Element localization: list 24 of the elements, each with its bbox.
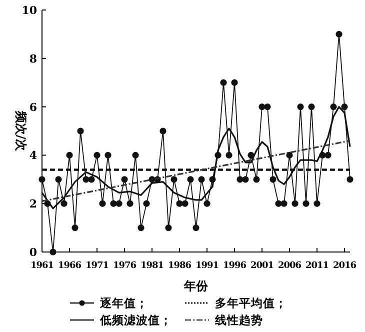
x-tick-label: 1976 <box>112 261 136 271</box>
x-tick-label: 2001 <box>250 261 274 271</box>
legend-label: 线性趋势 <box>214 313 263 327</box>
y-axis-title: 频次/次 <box>14 110 28 152</box>
x-tick-label: 2011 <box>305 261 329 271</box>
x-tick-label: 1991 <box>195 261 219 271</box>
y-tick-label: 8 <box>29 52 38 66</box>
x-tick-label: 1966 <box>58 261 82 271</box>
x-tick-label: 1971 <box>85 261 109 271</box>
x-tick-label: 1961 <box>30 261 54 271</box>
y-tick-label: 0 <box>29 246 38 259</box>
y-tick-label: 4 <box>29 149 38 162</box>
x-tick-label: 1981 <box>140 261 164 271</box>
y-tick-label: 10 <box>22 4 38 17</box>
legend-label: 多年平均值； <box>215 296 287 310</box>
x-tick-label: 1996 <box>222 261 246 271</box>
x-tick-label: 2006 <box>278 261 302 271</box>
y-tick-label: 2 <box>29 198 37 211</box>
x-tick-label: 1986 <box>168 261 192 271</box>
x-axis-title: 年份 <box>183 279 209 293</box>
x-tick-label: 2016 <box>332 261 356 271</box>
legend-label: 逐年值； <box>99 296 148 310</box>
legend-label: 低频滤波值； <box>99 313 172 327</box>
y-tick-label: 6 <box>29 100 38 114</box>
